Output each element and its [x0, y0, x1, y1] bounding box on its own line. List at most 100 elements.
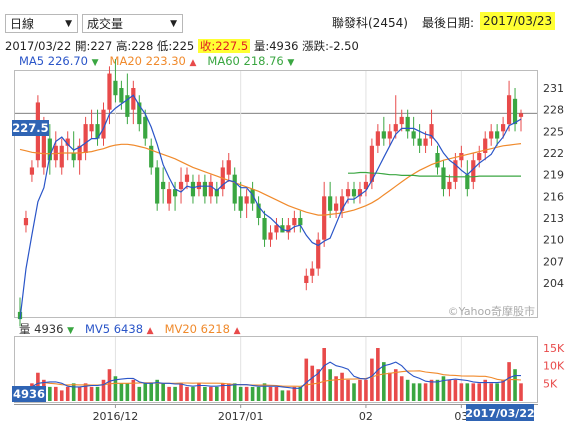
volume-bar	[483, 379, 488, 401]
indicator-select[interactable]: 成交量 ▼	[82, 14, 183, 33]
candle-body	[345, 189, 351, 197]
volume-bar	[125, 383, 130, 401]
ma5-line	[19, 94, 522, 320]
candle-body	[196, 181, 202, 190]
candle	[322, 181, 327, 247]
volume-bar	[53, 386, 58, 401]
volume-bar	[161, 383, 165, 401]
candle-body	[137, 102, 142, 125]
volume-bar	[298, 386, 303, 401]
volume-bar	[83, 383, 88, 401]
candle-body	[208, 181, 213, 197]
volume-bar	[250, 386, 255, 401]
candle-body	[125, 95, 130, 117]
candle	[119, 80, 124, 110]
candle-body	[375, 131, 380, 146]
vol-tag: 4936	[13, 387, 45, 401]
volume-bar	[501, 379, 505, 401]
up-arrow-icon: ▲	[146, 326, 154, 336]
candle-body	[178, 181, 184, 190]
price-tick-label: 222	[543, 147, 564, 160]
candle	[137, 95, 142, 132]
period-select-value: 日線	[10, 17, 35, 31]
ma5-label: MA5 226.70	[19, 54, 88, 68]
volume-bar	[447, 379, 452, 401]
volume-bar	[304, 358, 309, 401]
volume-bar	[441, 376, 446, 401]
candle-body	[298, 218, 303, 226]
volume-bar	[382, 362, 386, 401]
volume-bar	[209, 386, 213, 401]
candle	[125, 73, 130, 125]
indicator-select-value: 成交量	[87, 17, 124, 31]
candle	[304, 268, 309, 291]
candle-body	[53, 145, 58, 161]
mv20-label: MV20 6218	[164, 322, 230, 336]
volume-bar	[268, 386, 273, 401]
volume-bar	[155, 379, 159, 401]
candle-body	[41, 131, 46, 168]
volume-bar	[59, 390, 64, 401]
vol-label: 量 4936	[19, 322, 64, 336]
watermark: ©Yahoo奇摩股市	[448, 304, 535, 318]
candle	[149, 138, 154, 175]
volume-bar	[197, 383, 201, 401]
price-tick-label: 219	[543, 169, 564, 182]
candle-body	[149, 145, 154, 168]
volume-bar	[328, 369, 332, 401]
candle	[268, 225, 273, 247]
candle-body	[47, 138, 52, 161]
candle-body	[351, 189, 357, 197]
volume-bar	[113, 376, 118, 401]
candle	[89, 109, 94, 139]
candle-body	[101, 109, 106, 139]
candle-body	[89, 124, 94, 132]
candle	[399, 109, 404, 132]
candle-body	[59, 145, 64, 168]
x-tick-label: 2017/01	[218, 410, 264, 423]
volume-bar	[292, 386, 297, 401]
volume-bar	[429, 379, 434, 401]
ma20-line	[19, 143, 522, 216]
volume-bar	[95, 386, 100, 401]
candle-body	[405, 116, 410, 132]
candle-body	[483, 138, 488, 153]
volume-bar	[465, 383, 470, 401]
candle-body	[471, 160, 476, 182]
candle	[256, 196, 261, 226]
candle-body	[107, 73, 112, 110]
candle-body	[244, 196, 249, 204]
candle	[423, 131, 428, 153]
candle	[351, 181, 357, 204]
volume-bar	[519, 383, 523, 401]
volume-bar	[173, 386, 177, 401]
candle	[208, 174, 213, 204]
candle	[131, 80, 136, 125]
candle-body	[161, 181, 166, 190]
candle	[286, 218, 291, 240]
last-date-value: 2017/03/23	[480, 12, 556, 30]
candle-body	[423, 138, 428, 146]
volume-bar	[513, 369, 517, 401]
candle-body	[286, 225, 291, 233]
candle	[506, 80, 512, 132]
candle	[387, 124, 392, 146]
volume-legend-row: 量 4936 ▼ MV5 6438 ▲ MV20 6218 ▲	[19, 321, 241, 337]
candle	[363, 174, 369, 197]
volume-bar	[340, 372, 344, 401]
period-select[interactable]: 日線 ▼	[5, 14, 78, 33]
volume-bar	[316, 369, 321, 401]
candle-body	[435, 153, 440, 168]
volume-bar	[399, 376, 404, 401]
candle	[471, 153, 476, 190]
candle-body	[495, 131, 500, 139]
candle	[447, 174, 452, 197]
candle-body	[131, 88, 136, 110]
candle-body	[232, 174, 237, 204]
volume-bar	[405, 379, 410, 401]
volume-bar	[477, 383, 482, 401]
volume-panel-frame	[14, 336, 538, 403]
candle	[196, 174, 202, 197]
candle	[405, 109, 410, 139]
